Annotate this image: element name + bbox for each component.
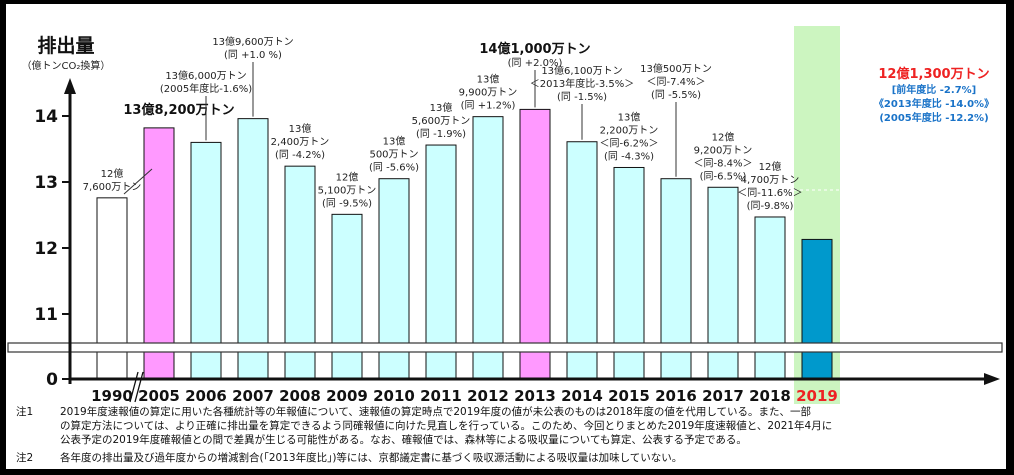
annotation-2014-line-2: ＜2013年度比-3.5%＞ [530, 77, 634, 90]
y-tick-label-0: 0 [46, 370, 58, 390]
axis-break-band [7, 342, 1003, 353]
annotation-2015-line-2: 2,200万トン [600, 125, 659, 136]
x-label-1990: 1990 [91, 387, 133, 404]
annotation-2007-line-1: 13億9,600万トン [212, 35, 293, 48]
note-1-line-3: 公表予定の2019年度確報値との間で差異が生じる可能性がある。なお、確報値では、… [60, 434, 747, 446]
x-label-2016: 2016 [655, 387, 697, 404]
bar-2011 [425, 144, 457, 380]
annotation-2015-line-1: 13億 [618, 110, 641, 123]
x-axis-break-mark-2 [134, 371, 144, 403]
chart-title: 排出量 [37, 34, 94, 57]
note-2-number: 注2 [16, 452, 34, 464]
x-axis-arrow [984, 373, 1000, 385]
latest-change-prev-year: [前年度比 -2.7%] [892, 83, 977, 96]
annotation-2010-line-3: (同 -5.6%) [369, 162, 419, 174]
annotation-2017-line-2: 9,200万トン [694, 145, 753, 156]
note-1: 注1 2019年度速報値の算定に用いた各種統計等の年報値について、速報値の算定時点… [16, 405, 832, 447]
bar-2007 [237, 118, 269, 380]
annotation-2012-line-1: 13億 [477, 73, 500, 86]
annotation-2017-line-3: ＜同-8.4%＞ [693, 157, 752, 169]
bar-2019 [801, 238, 833, 380]
annotation-2007-line-2: (同 +1.0 %) [224, 49, 282, 61]
annotation-2009-line-1: 12億 [336, 170, 359, 183]
annotation-2009-line-3: (同 -9.5%) [322, 197, 372, 209]
bar-2005 [143, 127, 175, 380]
annotation-2009-line-2: 5,100万トン [318, 185, 377, 196]
y-tick-label-14: 14 [34, 107, 58, 127]
x-label-2011: 2011 [420, 387, 462, 404]
chart-panel: 0 11 12 13 14 排出量 （億トンCO₂換算） 1990 2005 2006 2007 20… [6, 4, 1006, 469]
annotation-2015-line-3: ＜同-6.2%＞ [599, 137, 658, 149]
latest-change-2005: (2005年度比 -12.2%) [879, 111, 988, 124]
bar-2009 [331, 213, 363, 380]
annotation-2016-line-3: (同 -5.5%) [651, 89, 701, 101]
x-axis-break-mark-1 [129, 371, 139, 403]
bar-2014 [566, 141, 598, 380]
x-label-2014: 2014 [561, 387, 603, 404]
annotation-2010-line-1: 13億 [383, 135, 406, 148]
annotation-2011-line-1: 13億 [430, 101, 453, 114]
annotation-2008-line-3: (同 -4.2%) [275, 149, 325, 161]
latest-value-label: 12億1,300万トン [878, 66, 989, 82]
emissions-bar-chart: 0 11 12 13 14 排出量 （億トンCO₂換算） 1990 2005 2006 2007 20… [7, 26, 1003, 404]
annotation-2014-line-1: 13億6,100万トン [541, 64, 622, 77]
annotation-2006-line-2: (2005年度比-1.6%) [160, 82, 252, 95]
x-label-2010: 2010 [373, 387, 415, 404]
annotation-2010-line-2: 500万トン [369, 150, 418, 161]
annotation-2011-line-3: (同 -1.9%) [416, 128, 466, 140]
x-label-2007: 2007 [232, 387, 274, 404]
annotation-2016-line-2: ＜同-7.4%＞ [646, 76, 705, 88]
annotation-2018-line-2: 4,700万トン [741, 175, 800, 186]
annotation-2006-line-1: 13億6,000万トン [165, 69, 246, 82]
leader-line-1990 [123, 168, 153, 195]
x-label-2005: 2005 [138, 387, 180, 404]
x-label-2019: 2019 [796, 387, 838, 404]
x-label-2012: 2012 [467, 387, 509, 404]
x-label-2013: 2013 [514, 387, 556, 404]
note-1-line-2: の算定方法については、より正確に排出量を算定できるよう同確報値に向けた見直しを行… [60, 420, 833, 432]
x-label-2017: 2017 [702, 387, 744, 404]
note-2: 注2 各年度の排出量及び過年度からの増減割合(「2013年度比」)等には、京都議定… [16, 451, 682, 465]
annotation-2005-line-1: 13億8,200万トン [123, 102, 234, 118]
x-label-2006: 2006 [185, 387, 227, 404]
annotation-1990-line-1: 12億 [101, 167, 124, 180]
x-label-2008: 2008 [279, 387, 321, 404]
annotation-2016-line-1: 13億500万トン [640, 62, 712, 75]
annotation-2012-line-3: (同 +1.2%) [461, 100, 516, 112]
bar-2018 [754, 216, 786, 380]
annotation-2018-line-1: 12億 [759, 160, 782, 173]
annotation-2013-line-1: 14億1,000万トン [479, 41, 590, 57]
y-tick-label-12: 12 [34, 239, 58, 259]
note-1-line-1: 2019年度速報値の算定に用いた各種統計等の年報値について、速報値の算定時点で2… [60, 406, 812, 418]
annotation-2018-line-3: ＜同-11.6%＞ [737, 187, 802, 199]
x-label-2015: 2015 [608, 387, 650, 404]
y-axis-arrow [64, 78, 76, 94]
bar-2013 [519, 108, 551, 380]
annotation-2014-line-3: (同 -1.5%) [557, 91, 607, 103]
annotation-2013-line-2: (同 +2.0%) [508, 57, 563, 69]
note-1-number: 注1 [16, 406, 34, 418]
annotation-2011-line-2: 5,600万トン [412, 116, 471, 127]
bar-2006 [190, 141, 222, 380]
y-axis-unit-label: （億トンCO₂換算） [22, 59, 111, 72]
latest-change-2013: 《2013年度比 -14.0%》 [874, 97, 994, 110]
y-tick-label-11: 11 [34, 305, 58, 325]
annotation-2017-line-1: 12億 [712, 130, 735, 143]
annotation-2012-line-2: 9,900万トン [459, 88, 518, 99]
annotation-2018-line-4: (同-9.8%) [747, 200, 794, 212]
y-tick-label-13: 13 [34, 173, 58, 193]
x-label-2018: 2018 [749, 387, 791, 404]
annotation-2017-line-4: (同-6.5%) [700, 170, 747, 182]
annotation-2015-line-4: (同 -4.3%) [604, 150, 654, 162]
annotation-2008-line-1: 13億 [289, 122, 312, 135]
x-label-2009: 2009 [326, 387, 368, 404]
annotation-2008-line-2: 2,400万トン [271, 137, 330, 148]
note-2-line-1: 各年度の排出量及び過年度からの増減割合(「2013年度比」)等には、京都議定書に… [60, 452, 683, 464]
bar-2012 [472, 116, 504, 380]
annotation-1990-line-2: 7,600万トン [83, 182, 142, 193]
